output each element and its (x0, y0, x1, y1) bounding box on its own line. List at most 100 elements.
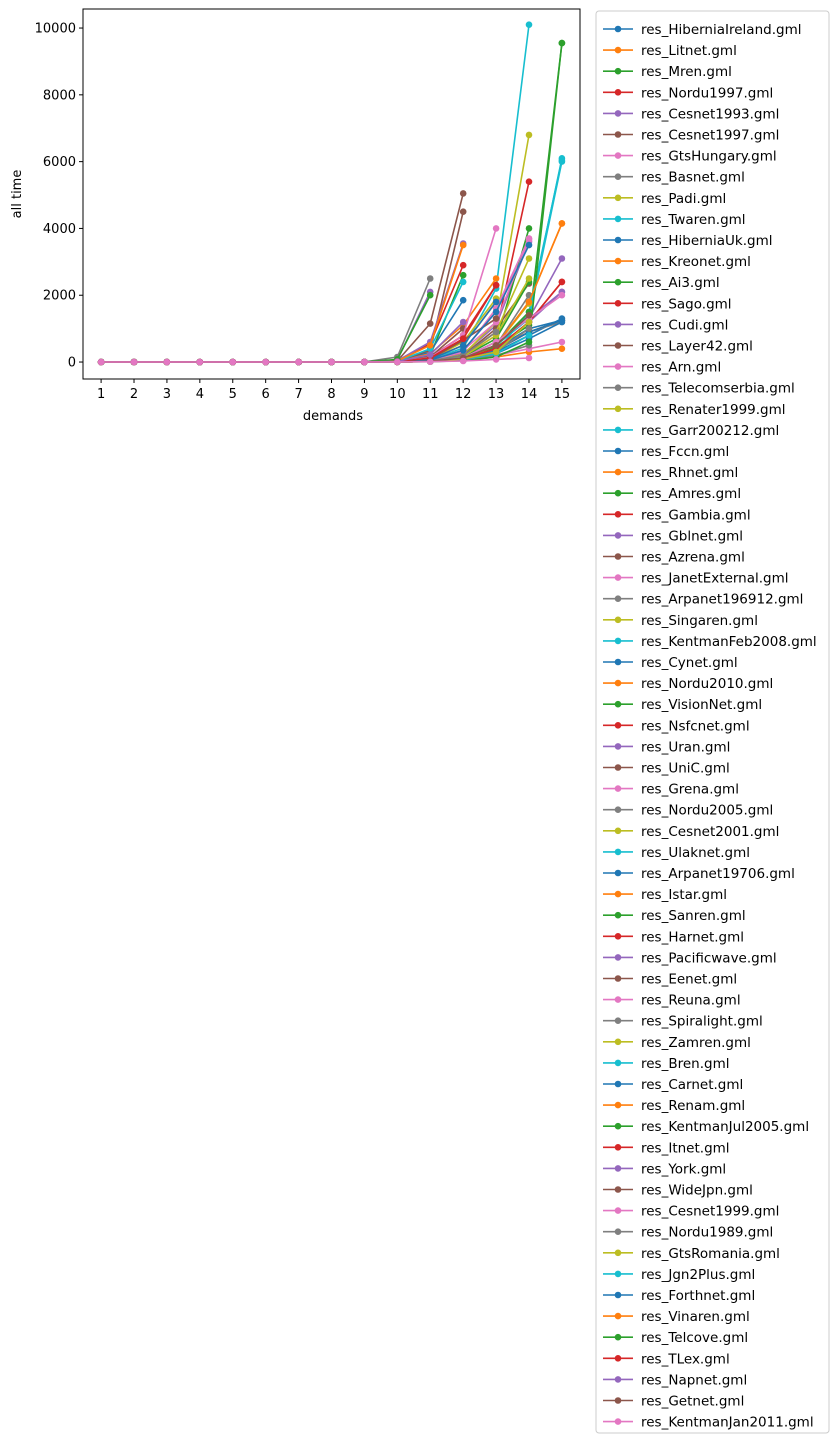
data-point (394, 358, 401, 366)
legend-swatch-marker (614, 933, 622, 940)
legend-swatch-marker (614, 300, 622, 307)
legend-entry: res_Getnet.gml (603, 1394, 744, 1410)
y-tick-label: 2000 (43, 289, 76, 304)
legend-entry: res_Cesnet2001.gml (603, 824, 779, 840)
data-point (492, 348, 500, 356)
data-point (229, 358, 237, 366)
legend-label: res_Telecomserbia.gml (641, 381, 795, 397)
legend-entry: res_Azrena.gml (603, 550, 745, 566)
legend-entry: res_Sanren.gml (603, 908, 746, 924)
x-tick-label: 9 (360, 387, 368, 402)
legend-label: res_Nsfcnet.gml (641, 718, 750, 734)
legend-label: res_Arpanet19706.gml (641, 866, 795, 882)
legend-entry: res_Nordu2010.gml (603, 676, 773, 692)
data-point (558, 345, 566, 353)
data-point (492, 315, 500, 322)
y-tick-label: 4000 (43, 222, 76, 237)
legend-swatch-marker (614, 25, 622, 33)
legend-swatch-marker (614, 1122, 622, 1130)
legend-swatch-marker (614, 384, 622, 392)
legend-label: res_Litnet.gml (641, 43, 737, 59)
legend-swatch-marker (614, 321, 622, 328)
legend-swatch-marker (614, 1165, 622, 1172)
data-point (525, 255, 533, 262)
legend-label: res_Harnet.gml (641, 929, 744, 945)
data-point (459, 278, 467, 286)
legend-swatch-marker (614, 236, 622, 244)
data-point (525, 338, 533, 346)
data-point (426, 320, 434, 327)
legend-swatch-marker (614, 1355, 622, 1362)
legend-entry: res_GtsRomania.gml (603, 1246, 780, 1262)
y-axis-ticks: 0 2000 4000 6000 8000 10000 (35, 22, 83, 371)
legend-label: res_KentmanJan2011.gml (641, 1415, 814, 1431)
legend-label: res_Rhnet.gml (641, 465, 738, 481)
legend-label: res_Eenet.gml (641, 972, 737, 988)
legend-label: res_Garr200212.gml (641, 423, 779, 439)
legend-entry: res_Nsfcnet.gml (603, 718, 750, 734)
legend-swatch-marker (614, 890, 622, 898)
x-tick-label: 3 (163, 387, 171, 402)
legend-entry: res_Singaren.gml (603, 613, 758, 629)
legend-swatch-marker (614, 194, 622, 202)
legend-entry: res_Padi.gml (603, 191, 726, 207)
legend-swatch-marker (614, 131, 622, 138)
data-point (426, 342, 434, 349)
legend-swatch-marker (614, 1059, 622, 1067)
legend-entry: res_Ai3.gml (603, 275, 720, 291)
legend-label: res_Padi.gml (641, 191, 726, 207)
y-tick-label: 10000 (35, 22, 76, 37)
legend-swatch-marker (614, 46, 622, 54)
legend-entry: res_JanetExternal.gml (603, 571, 789, 587)
data-point (492, 308, 500, 316)
legend-label: res_VisionNet.gml (641, 697, 762, 713)
y-tick-label: 6000 (43, 155, 76, 170)
legend-swatch-marker (614, 1312, 622, 1320)
data-point (492, 298, 500, 306)
legend-label: res_Renam.gml (641, 1098, 745, 1114)
legend-entry: res_HiberniaUk.gml (603, 233, 772, 249)
data-point (525, 325, 533, 332)
legend-entry: res_Ulaknet.gml (603, 845, 750, 861)
legend-label: res_Cesnet1999.gml (641, 1204, 779, 1220)
legend-swatch-marker (614, 405, 622, 413)
legend-entry: res_Nordu1997.gml (603, 85, 773, 101)
legend-label: res_Zamren.gml (641, 1035, 751, 1051)
legend-entry: res_Napnet.gml (603, 1372, 747, 1388)
legend-swatch-marker (614, 1270, 622, 1278)
legend-swatch-marker (614, 1333, 622, 1341)
legend-swatch-marker (614, 637, 622, 645)
legend-entry: res_Nordu2005.gml (603, 803, 773, 819)
legend-frame (595, 10, 830, 1434)
legend-entry: res_Carnet.gml (603, 1077, 743, 1093)
data-point (459, 342, 467, 349)
data-point (558, 278, 566, 286)
legend-entry: res_Cudi.gml (603, 317, 728, 333)
legend-swatch-marker (614, 764, 622, 771)
legend-swatch-marker (614, 806, 622, 813)
data-point (558, 291, 566, 299)
legend-entry: res_Renam.gml (603, 1098, 745, 1114)
data-point (130, 358, 138, 366)
data-point (492, 225, 500, 232)
legend-entry: res_VisionNet.gml (603, 697, 762, 713)
data-point (426, 291, 434, 299)
legend-label: res_Cesnet1993.gml (641, 106, 779, 122)
legend-label: res_Bren.gml (641, 1056, 729, 1072)
legend-swatch-marker (614, 722, 622, 729)
legend-entry: res_Bren.gml (603, 1056, 729, 1072)
legend-label: res_KentmanFeb2008.gml (641, 634, 817, 650)
legend-swatch-marker (614, 447, 622, 455)
legend-entry: res_Vinaren.gml (603, 1309, 750, 1325)
legend-entry: res_Gambia.gml (603, 507, 751, 523)
legend-label: res_Itnet.gml (641, 1140, 730, 1156)
legend-items: res_HiberniaIreland.gml res_Litnet.gmlres… (603, 22, 817, 1431)
legend-entry: res_Nordu1989.gml (603, 1225, 773, 1241)
legend-label: res_Amres.gml (641, 486, 741, 502)
legend-entry: res_Litnet.gml (603, 43, 737, 59)
legend-label: res_HiberniaIreland.gml (641, 22, 801, 38)
data-point (525, 354, 533, 362)
legend-entry: res_TLex.gml (603, 1351, 730, 1367)
legend-entry: res_WideJpn.gml (603, 1183, 753, 1199)
legend-label: res_Fccn.gml (641, 444, 729, 460)
